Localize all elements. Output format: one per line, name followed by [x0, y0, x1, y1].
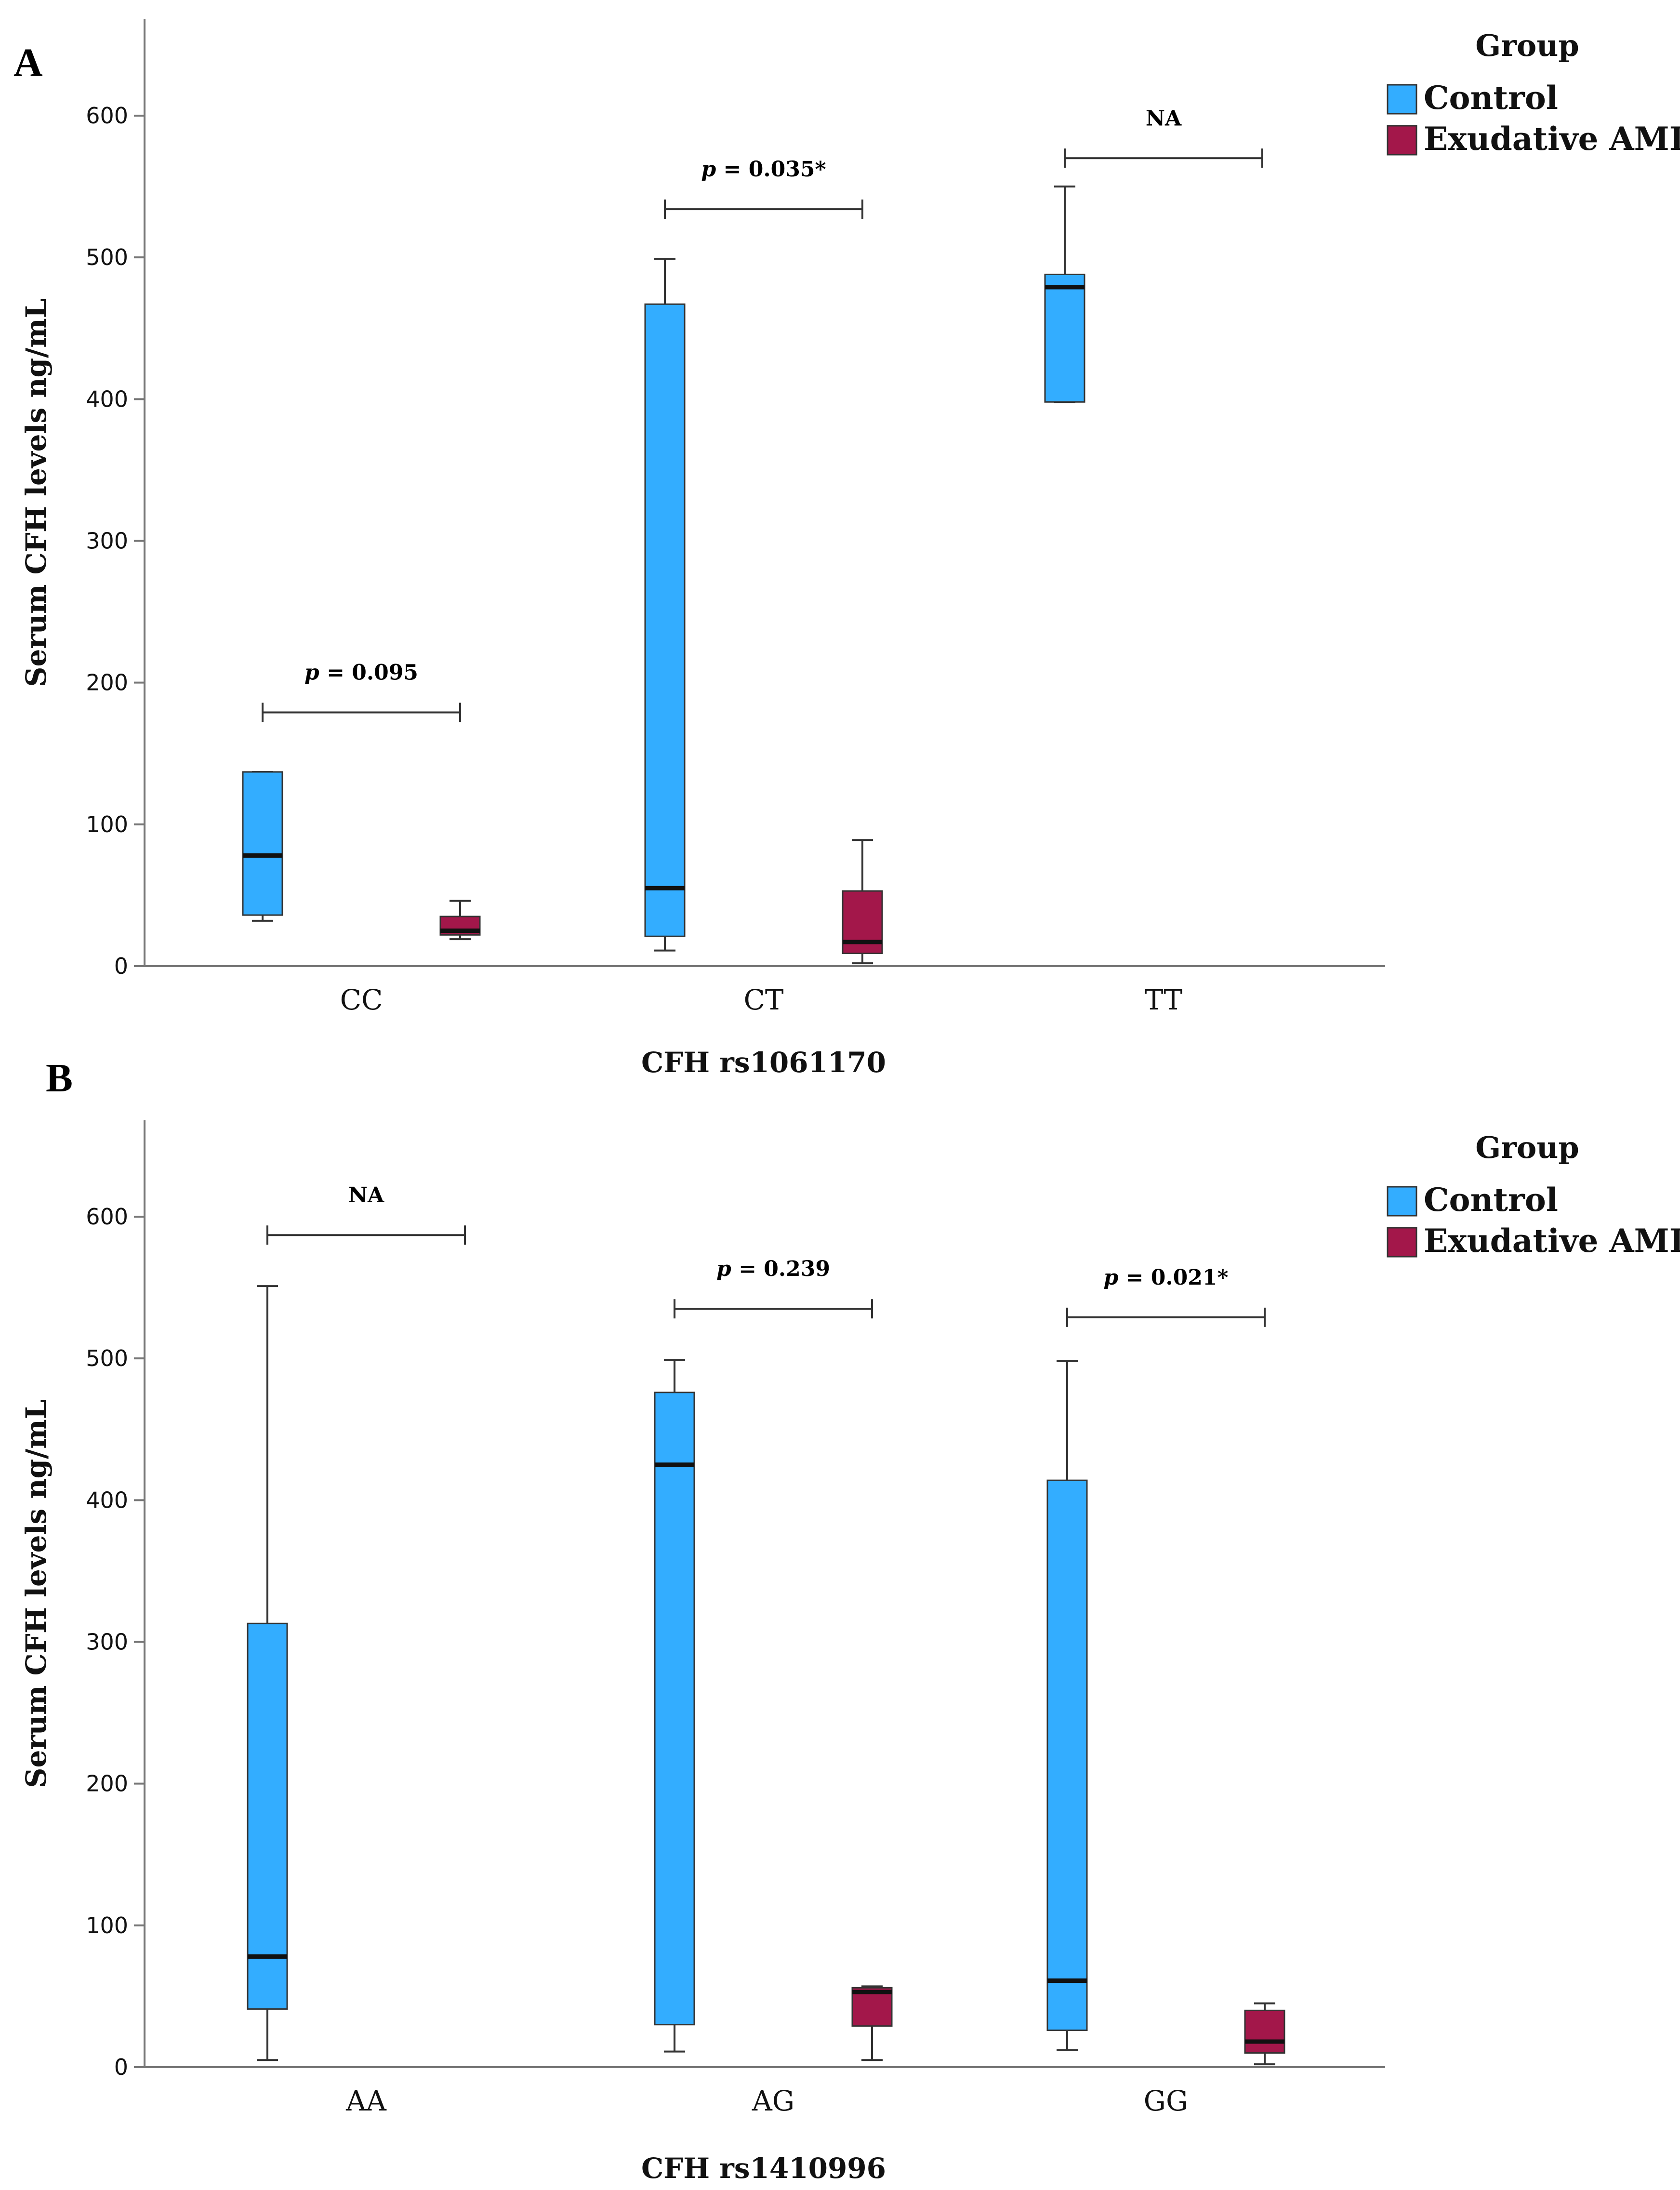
legend-swatch-amd: [1387, 1227, 1417, 1258]
panel-a: A 0 100 200 300 400 500 600 CC CT TT CFH rs1061170 S…: [13, 19, 1680, 1079]
significance-gg: p = 0.021*: [1066, 1265, 1266, 1327]
y-tick-label: 500: [86, 1345, 128, 1371]
y-tick-label: 300: [86, 528, 128, 554]
panel-b: B 0 100 200 300 400 500 600 AA AG GG CFH rs1410996 S…: [20, 1056, 1680, 2185]
legend-swatch-control: [1387, 1186, 1417, 1217]
x-axis-title: CFH rs1061170: [641, 1046, 886, 1079]
legend-title: Group: [1475, 1130, 1579, 1165]
box-iqr: [247, 1622, 288, 2010]
significance-ct: p = 0.035*: [664, 157, 863, 219]
legend-label-amd: Exudative AMD: [1424, 1222, 1680, 1260]
box-iqr: [1046, 1479, 1088, 2031]
y-tick-label: 0: [114, 953, 128, 979]
sig-value: NA: [348, 1183, 384, 1208]
y-axis-title: Serum CFH levels ng/mL: [20, 299, 53, 687]
sig-value: NA: [1146, 106, 1182, 131]
y-tick-label: 600: [86, 1204, 128, 1230]
box-amd-ct: [842, 839, 883, 965]
y-tick-label: 600: [86, 103, 128, 129]
sig-p-symbol: p: [716, 1257, 739, 1281]
box-amd-gg: [1244, 2002, 1285, 2066]
box-control-aa: [247, 1285, 288, 2061]
box-control-cc: [242, 770, 283, 922]
sig-p-symbol: p: [304, 660, 327, 685]
significance-aa: NA: [266, 1183, 466, 1245]
sig-label: p = 0.239: [716, 1257, 830, 1281]
sig-label: p = 0.035*: [701, 157, 826, 182]
y-tick-label: 200: [86, 670, 128, 696]
box-iqr: [644, 303, 686, 937]
sig-p-symbol: p: [701, 157, 723, 182]
x-category-label: TT: [1145, 983, 1183, 1016]
box-control-gg: [1046, 1360, 1088, 2051]
legend-swatch-amd: [1387, 125, 1417, 156]
box-control-ct: [644, 258, 686, 952]
y-tick-label: 400: [86, 386, 128, 412]
sig-value: = 0.239: [739, 1257, 830, 1281]
box-control-tt: [1044, 186, 1085, 403]
panel-label: B: [46, 1056, 73, 1101]
x-category-label: AA: [345, 2084, 387, 2117]
sig-value: = 0.035*: [724, 157, 826, 182]
x-category-label: GG: [1144, 2084, 1189, 2117]
legend-title: Group: [1475, 28, 1579, 63]
x-category-label: CT: [743, 983, 783, 1016]
significance-ag: p = 0.239: [674, 1257, 873, 1319]
x-category-label: AG: [752, 2084, 794, 2117]
sig-label: p = 0.021*: [1103, 1265, 1228, 1290]
sig-value: = 0.021*: [1126, 1265, 1229, 1290]
x-axis-title: CFH rs1410996: [641, 2152, 886, 2185]
legend-label-control: Control: [1424, 79, 1558, 117]
sig-label: NA: [348, 1183, 384, 1208]
y-axis-title: Serum CFH levels ng/mL: [20, 1400, 53, 1788]
legend-swatch-control: [1387, 84, 1417, 115]
y-tick-label: 100: [86, 811, 128, 837]
legend-label-control: Control: [1424, 1181, 1558, 1219]
x-category-label: CC: [340, 983, 383, 1016]
sig-value: = 0.095: [327, 660, 418, 685]
y-tick-label: 200: [86, 1771, 128, 1797]
box-iqr: [242, 771, 283, 916]
significance-cc: p = 0.095: [262, 660, 461, 722]
box-amd-cc: [439, 900, 481, 941]
y-tick-label: 400: [86, 1487, 128, 1513]
box-iqr: [654, 1392, 695, 2026]
sig-label: NA: [1146, 106, 1182, 131]
sig-label: p = 0.095: [304, 660, 418, 685]
significance-tt: NA: [1064, 106, 1263, 168]
y-tick-label: 500: [86, 244, 128, 270]
panel-label: A: [13, 40, 43, 85]
sig-p-symbol: p: [1103, 1265, 1125, 1290]
box-control-ag: [654, 1359, 695, 2053]
y-tick-label: 300: [86, 1629, 128, 1655]
box-iqr: [1044, 273, 1085, 403]
legend-label-amd: Exudative AMD: [1424, 120, 1680, 158]
y-tick-label: 100: [86, 1912, 128, 1938]
box-iqr: [1244, 2009, 1285, 2054]
box-amd-ag: [851, 1985, 893, 2061]
y-tick-label: 0: [114, 2054, 128, 2080]
